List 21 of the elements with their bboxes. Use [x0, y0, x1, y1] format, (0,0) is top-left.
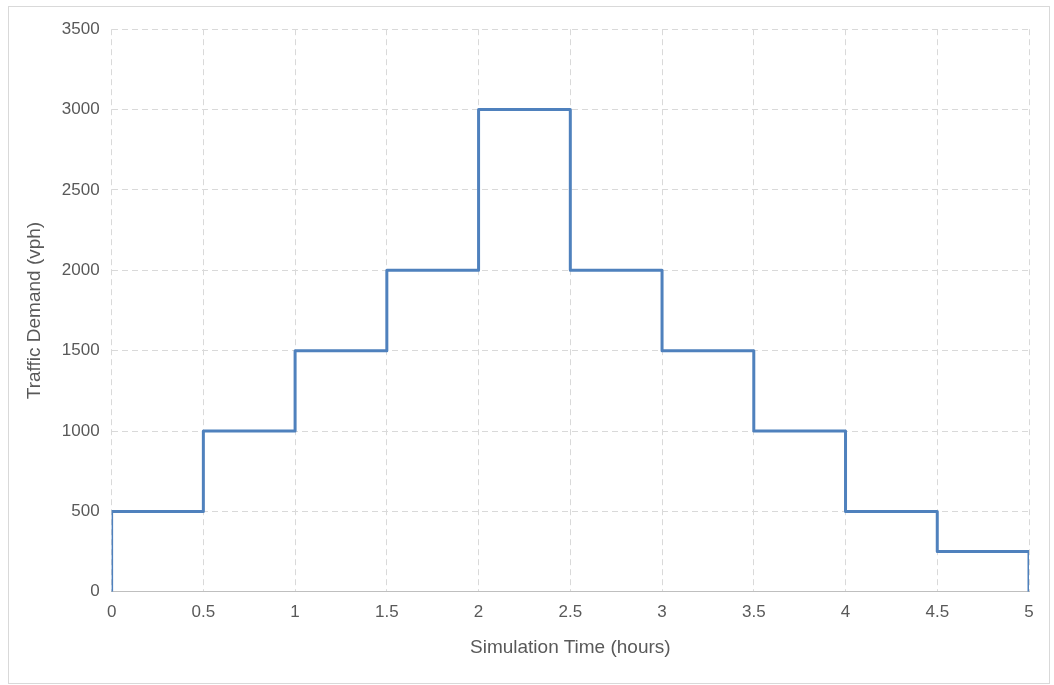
- y-tick-label: 3500: [61, 18, 100, 38]
- y-tick-label: 3000: [61, 99, 100, 119]
- y-axis-title: Traffic Demand (vph): [22, 221, 44, 400]
- x-tick-label: 2.5: [558, 601, 583, 621]
- y-tick-label: 2000: [61, 260, 100, 279]
- x-tick-label: 2: [473, 601, 484, 621]
- y-tick-label: 0: [90, 581, 100, 601]
- y-tick-label: 1000: [61, 420, 100, 440]
- x-tick-label: 5: [1024, 601, 1034, 621]
- y-tick-label: 500: [71, 501, 100, 521]
- x-tick-label: 1: [290, 601, 300, 621]
- x-tick-label: 4: [840, 601, 851, 621]
- x-tick-label: 3.5: [741, 601, 766, 621]
- x-tick-label: 4.5: [925, 601, 950, 621]
- y-tick-label: 1500: [61, 340, 100, 360]
- y-tick-label: 2500: [61, 179, 100, 199]
- x-tick-label: 3: [657, 601, 667, 621]
- x-tick-label: 1.5: [375, 601, 399, 621]
- x-tick-label: 0.5: [191, 601, 216, 621]
- x-tick-label: 0: [106, 601, 117, 621]
- x-axis-title: Simulation Time (hours): [470, 635, 671, 657]
